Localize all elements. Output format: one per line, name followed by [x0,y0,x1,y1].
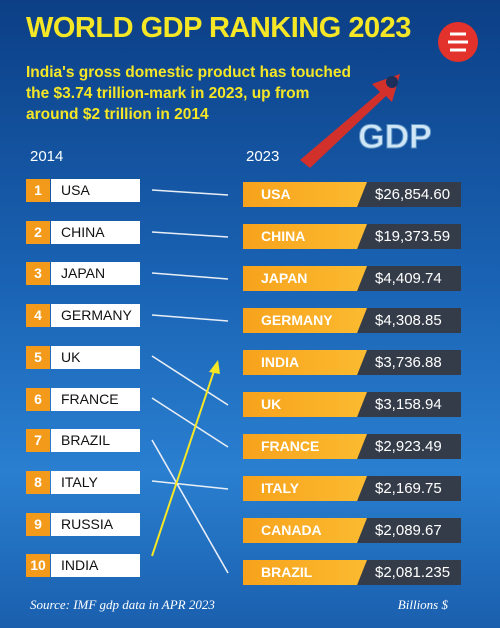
country-2023: CANADA [243,518,367,543]
year-header: 2014 [30,148,64,165]
country-2014: FRANCE [51,387,140,411]
title: WORLD GDP RANKING 2023 [26,12,411,44]
growth-arrow [300,74,400,168]
arrow [151,439,229,574]
subtitle: the $3.74 trillion-mark in 2023, up from [26,85,310,102]
rank-number: 1 [26,179,50,202]
country-2014: ITALY [51,470,140,494]
arrow [151,397,229,448]
gdp-value: $2,923.49 [355,434,461,459]
gdp-value: $26,854.60 [355,182,461,207]
figure [386,76,398,88]
rank-number: 4 [26,304,50,328]
country-2023: INDIA [243,350,367,375]
arrow [151,231,229,238]
source: Source: IMF gdp data in APR 2023 [30,597,215,612]
arrowhead [209,360,220,374]
gdp-value: $4,409.74 [355,266,461,291]
country-2023: FRANCE [243,434,367,459]
gdp-value: $3,736.88 [355,350,461,375]
rank-number: 2 [26,220,50,244]
rank-number: 3 [26,262,50,286]
rank-number: 8 [26,470,50,494]
year-header: 2023 [246,148,280,165]
arrow [151,355,229,406]
unit: Billions $ [397,597,448,612]
country-2023: GERMANY [243,308,367,333]
arrow [151,189,229,196]
arrow [151,314,229,322]
gdp-value: $2,089.67 [355,518,461,543]
country-2014: INDIA [51,554,140,578]
logo-mark [448,32,468,52]
country-2014: RUSSIA [51,512,140,536]
arrows [151,189,229,574]
rank-number: 5 [26,345,50,369]
country-2023: USA [243,182,367,207]
gdp-value: $19,373.59 [355,224,461,249]
gdp-value: $2,169.75 [355,476,461,501]
country-2023: BRAZIL [243,560,367,585]
country-2023: ITALY [243,476,367,501]
country-2014: JAPAN [51,262,140,286]
country-2023: UK [243,392,367,417]
rank-number: 10 [26,554,50,578]
gdp-value: $4,308.85 [355,308,461,333]
india-arrow [151,367,216,557]
country-2014: CHINA [51,220,140,244]
country-2023: CHINA [243,224,367,249]
rank-number: 7 [26,429,50,453]
rank-number: 9 [26,512,50,536]
country-2023: JAPAN [243,266,367,291]
country-2014: BRAZIL [51,429,140,453]
arrow [151,272,229,280]
arrow [151,480,229,490]
country-2014: USA [51,179,140,202]
gdp-value: $2,081.235 [355,560,461,585]
gdp-value: $3,158.94 [355,392,461,417]
country-2014: GERMANY [51,304,140,328]
rank-number: 6 [26,387,50,411]
subtitle: India's gross domestic product has touch… [26,64,351,81]
subtitle: around $2 trillion in 2014 [26,106,209,123]
country-2014: UK [51,345,140,369]
gdp-badge: GDP [358,118,432,156]
